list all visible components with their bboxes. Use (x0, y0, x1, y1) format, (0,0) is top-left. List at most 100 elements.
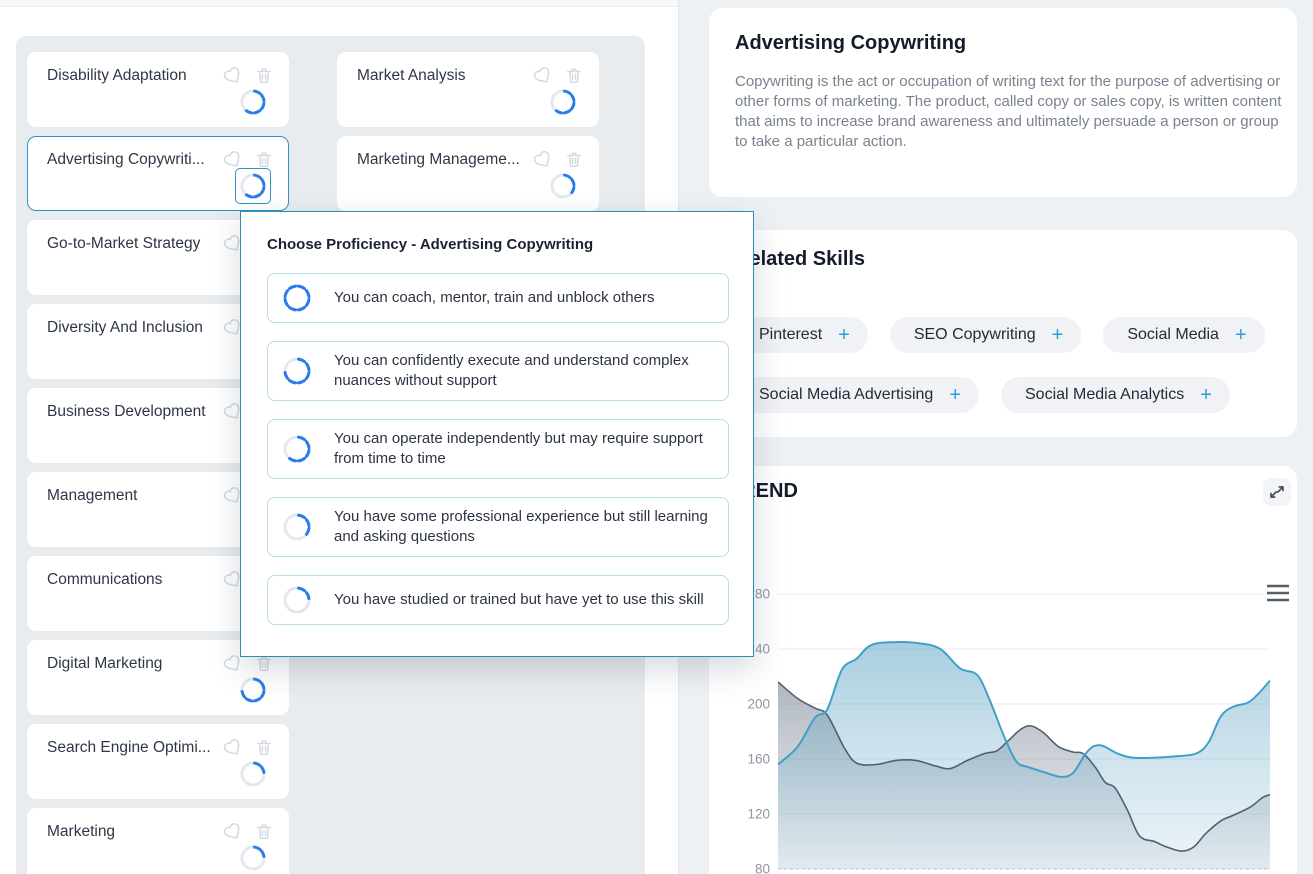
delete-icon[interactable] (254, 654, 274, 674)
skill-card-title: Business Development (47, 403, 206, 420)
proficiency-ring[interactable] (239, 844, 267, 872)
add-icon: + (838, 324, 850, 346)
delete-icon[interactable] (564, 150, 584, 170)
add-icon: + (1200, 384, 1212, 406)
related-skills-row-1: Pinterest + SEO Copywriting + Social Media + (735, 317, 1265, 353)
y-axis-label: 200 (747, 697, 770, 712)
expand-chart-button[interactable] (1263, 478, 1291, 506)
related-skills-card: Related Skills Pinterest + SEO Copywriting… (709, 230, 1297, 437)
proficiency-option-label: You can operate independently but may re… (334, 430, 703, 467)
skill-card[interactable]: Marketing (27, 808, 289, 874)
proficiency-options: You can coach, mentor, train and unblock… (267, 273, 729, 625)
skill-description: Copywriting is the act or occupation of … (735, 73, 1282, 150)
proficiency-popup: Choose Proficiency - Advertising Copywri… (240, 211, 754, 657)
skills-column-2: Market Analysis Marketing Manageme... (337, 52, 599, 211)
skill-card[interactable]: Market Analysis (337, 52, 599, 127)
skill-card-title: Search Engine Optimi... (47, 739, 211, 756)
favorite-icon[interactable] (529, 146, 557, 174)
chip-label: Social Media (1127, 326, 1219, 343)
proficiency-ring (282, 283, 312, 313)
favorite-icon[interactable] (219, 314, 247, 342)
skill-card-title: Diversity And Inclusion (47, 319, 203, 336)
skill-card-header: Marketing Manageme... (338, 137, 598, 170)
skill-card[interactable]: Advertising Copywriti... (27, 136, 289, 211)
proficiency-ring[interactable] (549, 88, 577, 116)
delete-icon[interactable] (254, 66, 274, 86)
favorite-icon[interactable] (219, 566, 247, 594)
delete-icon[interactable] (564, 66, 584, 86)
add-icon: + (1051, 324, 1064, 346)
favorite-icon[interactable] (219, 62, 247, 90)
trend-card: TREND 280 240 200 160 120 80 (709, 466, 1297, 874)
proficiency-option-label: You can confidently execute and understa… (334, 352, 689, 389)
related-skill-chip[interactable]: Social Media + (1103, 317, 1265, 353)
proficiency-option[interactable]: You have studied or trained but have yet… (267, 575, 729, 625)
favorite-icon[interactable] (219, 230, 247, 258)
skill-card-title: Management (47, 487, 138, 504)
skill-card[interactable]: Marketing Manageme... (337, 136, 599, 211)
proficiency-option[interactable]: You can coach, mentor, train and unblock… (267, 273, 729, 323)
proficiency-ring[interactable] (239, 760, 267, 788)
favorite-icon[interactable] (219, 398, 247, 426)
proficiency-ring (282, 512, 312, 542)
proficiency-popup-title: Choose Proficiency - Advertising Copywri… (267, 236, 594, 253)
ring-icon (240, 761, 266, 787)
proficiency-ring[interactable] (549, 172, 577, 200)
proficiency-option-label: You have studied or trained but have yet… (334, 591, 704, 608)
y-axis-label: 120 (747, 807, 770, 822)
skill-card-title: Marketing Manageme... (357, 151, 520, 168)
skill-card-title: Go-to-Market Strategy (47, 235, 201, 252)
related-skills-row-2: Social Media Advertising + Social Media An… (735, 377, 1230, 413)
proficiency-option[interactable]: You can confidently execute and understa… (267, 341, 729, 401)
proficiency-option-label: You have some professional experience bu… (334, 508, 708, 545)
favorite-icon[interactable] (219, 146, 247, 174)
hamburger-icon (1267, 584, 1289, 602)
delete-icon[interactable] (254, 822, 274, 842)
proficiency-ring[interactable] (239, 676, 267, 704)
related-skill-chip[interactable]: Pinterest + (735, 317, 868, 353)
y-axis-label: 160 (747, 752, 770, 767)
favorite-icon[interactable] (219, 734, 247, 762)
proficiency-ring (282, 356, 312, 386)
skill-detail-card: Advertising Copywriting Copywriting is t… (709, 8, 1297, 197)
chart-menu-button[interactable] (1266, 584, 1290, 602)
skill-card[interactable]: Search Engine Optimi... (27, 724, 289, 799)
add-icon: + (1234, 324, 1247, 346)
delete-icon[interactable] (254, 150, 274, 170)
detail-panel: Advertising Copywriting Copywriting is t… (679, 0, 1313, 874)
chip-label: Pinterest (759, 326, 823, 343)
ring-icon (283, 284, 311, 312)
skill-card-header: Digital Marketing (28, 641, 288, 674)
related-skill-chip[interactable]: SEO Copywriting + (889, 317, 1082, 353)
chip-label: Social Media Advertising (759, 386, 934, 403)
favorite-icon[interactable] (219, 482, 247, 510)
favorite-icon[interactable] (219, 818, 247, 846)
related-skills-heading: Related Skills (735, 248, 866, 270)
favorite-icon[interactable] (219, 650, 247, 678)
skill-card-header: Marketing (28, 809, 288, 842)
related-skill-chip[interactable]: Social Media Advertising + (735, 377, 979, 413)
add-icon: + (949, 384, 961, 406)
proficiency-ring[interactable] (239, 88, 267, 116)
proficiency-option[interactable]: You can operate independently but may re… (267, 419, 729, 479)
skill-card[interactable]: Disability Adaptation (27, 52, 289, 127)
proficiency-ring[interactable] (235, 168, 271, 204)
skill-card-title: Advertising Copywriti... (47, 151, 205, 168)
related-skill-chip[interactable]: Social Media Analytics + (1001, 377, 1230, 413)
ring-icon (550, 89, 576, 115)
expand-icon (1270, 486, 1284, 498)
favorite-icon[interactable] (529, 62, 557, 90)
skill-card-header: Advertising Copywriti... (28, 137, 288, 170)
skill-card-title: Disability Adaptation (47, 67, 187, 84)
skill-card-title: Marketing (47, 823, 116, 840)
ring-icon (283, 586, 311, 614)
delete-icon[interactable] (254, 738, 274, 758)
ring-icon (283, 357, 311, 385)
skill-card-title: Communications (47, 571, 163, 588)
chip-label: SEO Copywriting (913, 326, 1036, 343)
skill-title: Advertising Copywriting (735, 32, 967, 54)
proficiency-option[interactable]: You have some professional experience bu… (267, 497, 729, 557)
ring-icon (240, 845, 266, 871)
ring-icon (240, 677, 266, 703)
